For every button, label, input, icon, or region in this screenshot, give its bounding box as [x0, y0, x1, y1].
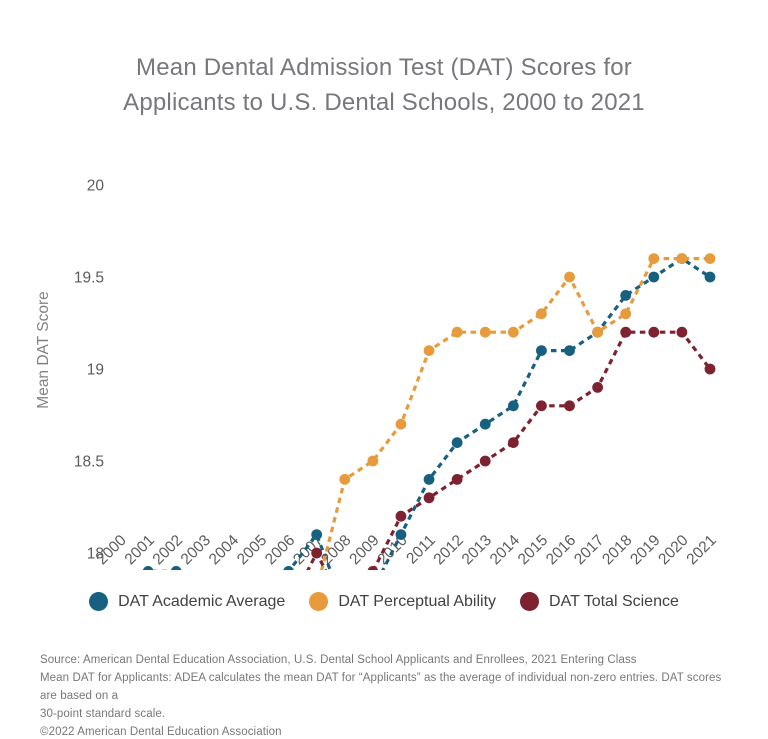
data-point: [451, 326, 463, 338]
x-tick-label: 2002: [150, 532, 186, 568]
data-point: [283, 566, 294, 570]
data-point: [704, 363, 716, 375]
legend-item: DAT Perceptual Ability: [309, 592, 496, 611]
x-tick-label: 2014: [487, 532, 524, 569]
data-point: [564, 345, 575, 356]
chart-title: Mean Dental Admission Test (DAT) Scores …: [0, 50, 768, 120]
data-point: [367, 566, 379, 570]
x-tick-label: 2013: [459, 532, 495, 568]
y-tick-label: 19.5: [74, 270, 104, 287]
data-point: [423, 345, 435, 356]
data-point: [339, 474, 351, 485]
legend-dot-icon: [89, 592, 109, 611]
x-tick-label: 2005: [234, 532, 270, 568]
data-point: [704, 253, 716, 264]
data-point: [592, 326, 604, 338]
data-point: [676, 326, 688, 338]
x-tick-label: 2016: [543, 532, 579, 568]
data-point: [479, 326, 491, 338]
x-tick-label: 2018: [599, 532, 635, 568]
data-point: [311, 547, 323, 559]
data-point: [536, 345, 547, 356]
series-line: [147, 256, 711, 570]
x-tick-label: 2021: [683, 532, 719, 568]
data-point: [564, 271, 575, 283]
y-tick-label: 19: [87, 362, 104, 379]
legend-label: DAT Academic Average: [118, 592, 286, 610]
legend-dot-icon: [309, 592, 329, 611]
x-tick-label: 2012: [431, 532, 467, 568]
data-point: [170, 566, 182, 570]
y-tick-label: 18: [87, 546, 104, 563]
data-point: [676, 253, 688, 264]
x-tick-label: 2006: [262, 532, 298, 568]
source-note: Source: American Dental Education Associ…: [40, 654, 637, 666]
legend-label: DAT Perceptual Ability: [338, 592, 497, 610]
x-tick-label: 2008: [318, 532, 354, 568]
footer-notes: Source: American Dental Education Associ…: [40, 651, 732, 739]
series-line: [320, 257, 710, 570]
data-point: [311, 529, 323, 540]
y-axis-title: Mean DAT Score: [35, 291, 52, 408]
x-tick-label: 2003: [178, 532, 214, 568]
chart-title-line-1: Mean Dental Admission Test (DAT) Scores …: [136, 54, 632, 81]
methodology-note-line-2: 30-point standard scale.: [40, 708, 166, 720]
data-point: [507, 437, 519, 448]
methodology-note-line-1: Mean DAT for Applicants: ADEA calculates…: [40, 672, 722, 702]
x-tick-label: 2011: [403, 532, 439, 568]
data-point: [536, 400, 547, 412]
legend-label: DAT Total Science: [549, 592, 679, 610]
x-tick-label: 2015: [515, 532, 551, 568]
data-point: [704, 271, 716, 283]
data-point: [507, 326, 519, 338]
data-point: [620, 326, 632, 338]
data-point: [564, 400, 575, 412]
copyright-note: ©2022 American Dental Education Associat…: [40, 726, 282, 738]
series-line: [306, 330, 712, 570]
x-tick-label: 2009: [346, 532, 382, 568]
chart-title-line-2: Applicants to U.S. Dental Schools, 2000 …: [123, 89, 645, 116]
data-point: [423, 492, 435, 504]
data-point: [507, 400, 519, 412]
x-tick-label: 2000: [93, 532, 130, 569]
data-point: [648, 326, 660, 338]
data-point: [648, 253, 660, 264]
data-point: [367, 455, 379, 467]
data-point: [451, 474, 463, 485]
data-point: [451, 437, 463, 448]
data-point: [142, 566, 154, 570]
x-tick-label: 2001: [122, 532, 158, 568]
legend-item: DAT Total Science: [520, 592, 679, 611]
data-point: [395, 418, 407, 430]
x-tick-label: 2019: [627, 532, 663, 568]
data-point: [536, 308, 547, 320]
data-point: [423, 474, 435, 485]
x-tick-label: 2020: [655, 532, 692, 569]
x-tick-label: 2004: [206, 532, 243, 569]
data-point: [479, 455, 491, 467]
data-point: [395, 529, 407, 540]
data-point: [592, 382, 604, 393]
data-point: [648, 271, 660, 283]
legend-item: DAT Academic Average: [89, 592, 285, 611]
data-point: [395, 510, 407, 522]
x-tick-label: 2017: [571, 532, 607, 568]
chart-legend: DAT Academic Average DAT Perceptual Abili…: [0, 592, 768, 611]
legend-dot-icon: [520, 592, 540, 611]
y-tick-label: 18.5: [74, 454, 104, 471]
y-tick-label: 20: [87, 178, 105, 195]
data-point: [479, 418, 491, 430]
data-point: [620, 290, 632, 301]
data-point: [620, 308, 632, 320]
